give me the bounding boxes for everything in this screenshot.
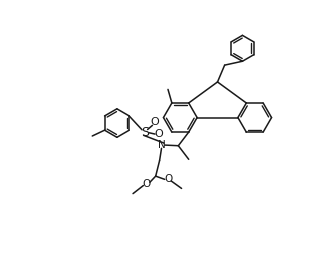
Text: O: O — [151, 118, 160, 127]
Text: O: O — [143, 179, 151, 189]
Text: O: O — [154, 129, 163, 139]
Text: O: O — [164, 174, 172, 184]
Text: N: N — [158, 140, 166, 150]
Text: S: S — [141, 126, 150, 139]
